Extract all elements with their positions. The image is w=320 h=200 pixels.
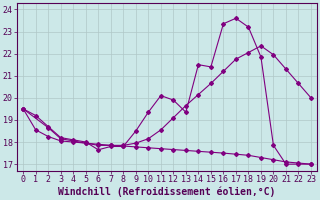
X-axis label: Windchill (Refroidissement éolien,°C): Windchill (Refroidissement éolien,°C) [58,187,276,197]
